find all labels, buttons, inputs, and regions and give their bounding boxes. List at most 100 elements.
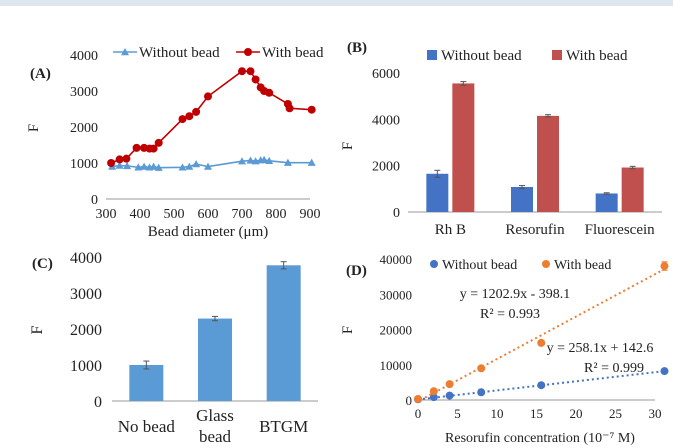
panel-a-legend-marker-0 bbox=[121, 48, 129, 56]
panel-c-category-label: No bead bbox=[118, 417, 176, 436]
panel-a-point bbox=[265, 156, 274, 165]
panel-d-point bbox=[445, 380, 454, 389]
panel-b-category-label: Fluorescein bbox=[585, 222, 655, 238]
panel-d-legend-marker-1 bbox=[542, 260, 550, 268]
panel-a-y-label: F bbox=[26, 124, 42, 132]
panel-a-point bbox=[265, 88, 274, 97]
panel-a-legend-label-1: With bead bbox=[262, 45, 324, 61]
panel-a-point bbox=[134, 163, 143, 171]
panel-a-point bbox=[192, 107, 201, 116]
panel-d-point bbox=[429, 387, 438, 396]
panel-a-y-tick: 1000 bbox=[70, 157, 98, 172]
panel-d-y-label: F bbox=[340, 326, 356, 334]
panel-a-point bbox=[192, 160, 201, 168]
panel-c-y-tick: 0 bbox=[94, 394, 102, 411]
panel-b-bar bbox=[537, 115, 559, 212]
panel-a-point bbox=[307, 105, 316, 114]
panel-b-label: (B) bbox=[347, 40, 367, 56]
panel-b-y-tick: 0 bbox=[393, 206, 400, 221]
panel-a-point bbox=[107, 159, 116, 167]
panel-d-point bbox=[660, 367, 669, 376]
panel-d-point bbox=[429, 393, 438, 402]
panel-b-y-tick: 6000 bbox=[372, 67, 400, 82]
panel-a-point bbox=[285, 104, 294, 113]
panel-a-point bbox=[115, 161, 124, 169]
panel-a-point bbox=[178, 115, 187, 124]
panel-a-point bbox=[246, 156, 255, 164]
panel-b-category-label: Resorufin bbox=[505, 222, 565, 238]
panel-d-legend-label-0: Without bead bbox=[442, 258, 517, 273]
panel-a-y-tick: 2000 bbox=[70, 121, 98, 136]
panel-a-legend-label-0: Without bead bbox=[139, 45, 220, 61]
panel-b-y-label: F bbox=[340, 142, 356, 150]
panel-d-point bbox=[537, 381, 546, 390]
panel-a-point bbox=[238, 67, 246, 76]
panel-a-point bbox=[122, 154, 131, 163]
panel-a-point bbox=[307, 158, 316, 166]
panel-d-point bbox=[414, 394, 422, 403]
panel-a-y-tick: 4000 bbox=[70, 49, 98, 64]
panel-a-point bbox=[204, 162, 212, 170]
panel-b-legend-swatch-0 bbox=[427, 50, 437, 60]
panel-a-point bbox=[185, 112, 194, 121]
panel-b-bar bbox=[426, 173, 449, 212]
panel-a-point bbox=[154, 163, 163, 171]
panel-a-point bbox=[149, 162, 158, 170]
panel-a-point bbox=[204, 92, 212, 101]
panel-a-point bbox=[132, 143, 141, 152]
panel-d-x-tick: 15 bbox=[530, 406, 543, 421]
panel-a-point bbox=[140, 162, 149, 170]
panel-b-category-label: Rh B bbox=[435, 222, 466, 238]
panel-c-y-tick: 4000 bbox=[70, 250, 102, 267]
panel-a-point bbox=[238, 157, 246, 165]
panel-a-x-tick: 300 bbox=[96, 207, 117, 222]
panel-a-x-tick: 700 bbox=[232, 207, 253, 222]
panel-d-x-tick: 20 bbox=[570, 406, 583, 421]
panel-a-y-tick: 3000 bbox=[70, 85, 98, 100]
panel-b-legend-swatch-1 bbox=[552, 50, 562, 60]
panel-d-label: (D) bbox=[346, 263, 367, 279]
panel-d-x-tick: 25 bbox=[609, 406, 622, 421]
panel-a-y-tick: 0 bbox=[91, 193, 98, 208]
panel-a-x-tick: 500 bbox=[164, 207, 185, 222]
panel-d-equation-0: y = 258.1x + 142.6 bbox=[547, 341, 654, 356]
panel-d-trendline-1 bbox=[420, 268, 665, 401]
panel-d-legend-label-1: With bead bbox=[554, 258, 611, 273]
panel-d-x-label: Resorufin concentration (10⁻⁷ M) bbox=[445, 431, 635, 446]
panel-d-point bbox=[537, 338, 546, 347]
panel-b-legend-label-1: With bead bbox=[566, 48, 628, 64]
panel-d-x-tick: 10 bbox=[491, 406, 504, 421]
panel-a-point bbox=[283, 158, 292, 166]
panel-a-x-tick: 400 bbox=[130, 207, 151, 222]
panel-d-y-tick: 20000 bbox=[380, 323, 413, 338]
panel-b-y-tick: 4000 bbox=[372, 113, 400, 128]
panel-a-point bbox=[123, 161, 132, 170]
panel-d-point bbox=[660, 262, 669, 271]
panel-a-x-label: Bead diameter (μm) bbox=[148, 224, 269, 240]
panel-d-x-tick: 30 bbox=[649, 406, 662, 421]
panel-a-point bbox=[185, 162, 194, 170]
panel-c-label: (C) bbox=[32, 256, 53, 272]
panel-d-y-tick: 10000 bbox=[380, 358, 413, 373]
panel-c-y-label: F bbox=[29, 325, 46, 334]
panel-a-point bbox=[178, 163, 187, 171]
panel-d-point bbox=[477, 364, 486, 373]
panel-d-r2-0: R² = 0.999 bbox=[584, 361, 644, 376]
panel-a-point bbox=[246, 67, 255, 76]
panel-a-x-tick: 900 bbox=[300, 207, 321, 222]
panel-c-y-tick: 2000 bbox=[70, 322, 102, 339]
panel-d-equation-1: y = 1202.9x - 398.1 bbox=[460, 287, 571, 302]
panel-c-y-tick: 1000 bbox=[70, 358, 102, 375]
panel-c-bar bbox=[266, 265, 301, 401]
panel-d-trendline-0 bbox=[417, 370, 665, 401]
panel-d-point bbox=[477, 388, 486, 397]
panel-d-legend-marker-0 bbox=[430, 260, 438, 268]
panel-b-legend-label-0: Without bead bbox=[441, 48, 522, 64]
panel-a-point bbox=[115, 155, 124, 164]
panel-d-y-tick: 0 bbox=[406, 393, 413, 408]
top-bar bbox=[0, 0, 673, 6]
panel-a-point bbox=[251, 75, 260, 84]
panel-a-legend-marker-1 bbox=[244, 48, 252, 56]
panel-b-bar bbox=[452, 83, 475, 212]
panel-d-y-tick: 30000 bbox=[380, 287, 413, 302]
